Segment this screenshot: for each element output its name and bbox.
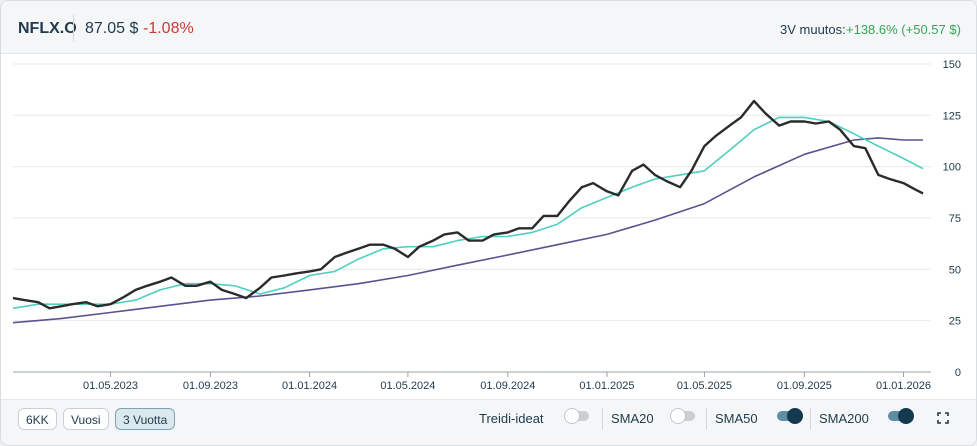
toggle-knob	[670, 408, 686, 424]
range-6m-button[interactable]: 6KK	[18, 408, 57, 430]
sma50-label: SMA50	[715, 411, 758, 426]
range-3y-button[interactable]: 3 Vuotta	[115, 408, 176, 430]
x-tick-label: 01.01.2026	[876, 380, 931, 392]
chart-controls: 6KK Vuosi 3 Vuotta Treidi-ideat SMA20 SM…	[1, 399, 976, 445]
x-tick-label: 01.05.2025	[677, 380, 732, 392]
header-divider	[73, 15, 74, 41]
sma50-line	[12, 116, 924, 310]
x-tick-label: 01.05.2023	[83, 380, 138, 392]
sma50-toggle[interactable]	[777, 408, 803, 424]
period-change-label: 3V muutos:	[780, 22, 846, 37]
x-tick-label: 01.05.2024	[380, 380, 435, 392]
x-tick-label: 01.09.2024	[480, 380, 535, 392]
sma20-label: SMA20	[611, 411, 654, 426]
trade-ideas-label: Treidi-ideat	[479, 411, 544, 426]
period-change-value: +138.6% (+50.57 $)	[846, 22, 961, 37]
sma200-label: SMA200	[819, 411, 869, 426]
y-axis-labels: 150 125 100 75 50 25 0	[943, 59, 961, 379]
chart-series	[12, 99, 924, 324]
y-tick-label: 0	[955, 367, 961, 379]
sma200-line	[12, 137, 923, 324]
expand-icon[interactable]	[937, 412, 949, 424]
control-divider	[810, 408, 811, 430]
range-1y-button[interactable]: Vuosi	[63, 408, 109, 430]
trade-ideas-toggle[interactable]	[564, 408, 589, 424]
sma200-toggle[interactable]	[888, 408, 914, 424]
chart-header: NFLX.O 87.05 $ -1.08% 3V muutos: +138.6%…	[1, 1, 976, 54]
current-price: 87.05 $	[85, 20, 139, 37]
toggle-knob	[564, 408, 580, 424]
toggle-knob	[898, 408, 914, 424]
sma20-toggle[interactable]	[670, 408, 695, 424]
x-tick-label: 01.09.2023	[183, 380, 238, 392]
y-tick-label: 25	[949, 316, 961, 328]
control-divider	[602, 408, 603, 430]
control-divider	[706, 408, 707, 430]
ticker-symbol: NFLX.O	[18, 20, 77, 37]
price-line	[12, 99, 924, 310]
x-tick-label: 01.01.2025	[579, 380, 634, 392]
y-tick-label: 125	[943, 110, 961, 122]
daily-change: -1.08%	[143, 20, 194, 37]
chart-grid	[13, 63, 931, 373]
y-tick-label: 100	[943, 162, 961, 174]
x-tick-label: 01.01.2024	[282, 380, 337, 392]
x-tick-label: 01.09.2025	[777, 380, 832, 392]
y-tick-label: 150	[943, 59, 961, 71]
toggle-knob	[787, 408, 803, 424]
x-axis: 01.05.2023 01.09.2023 01.01.2024 01.05.2024…	[13, 371, 931, 392]
y-tick-label: 50	[949, 264, 961, 276]
y-tick-label: 75	[949, 213, 961, 225]
